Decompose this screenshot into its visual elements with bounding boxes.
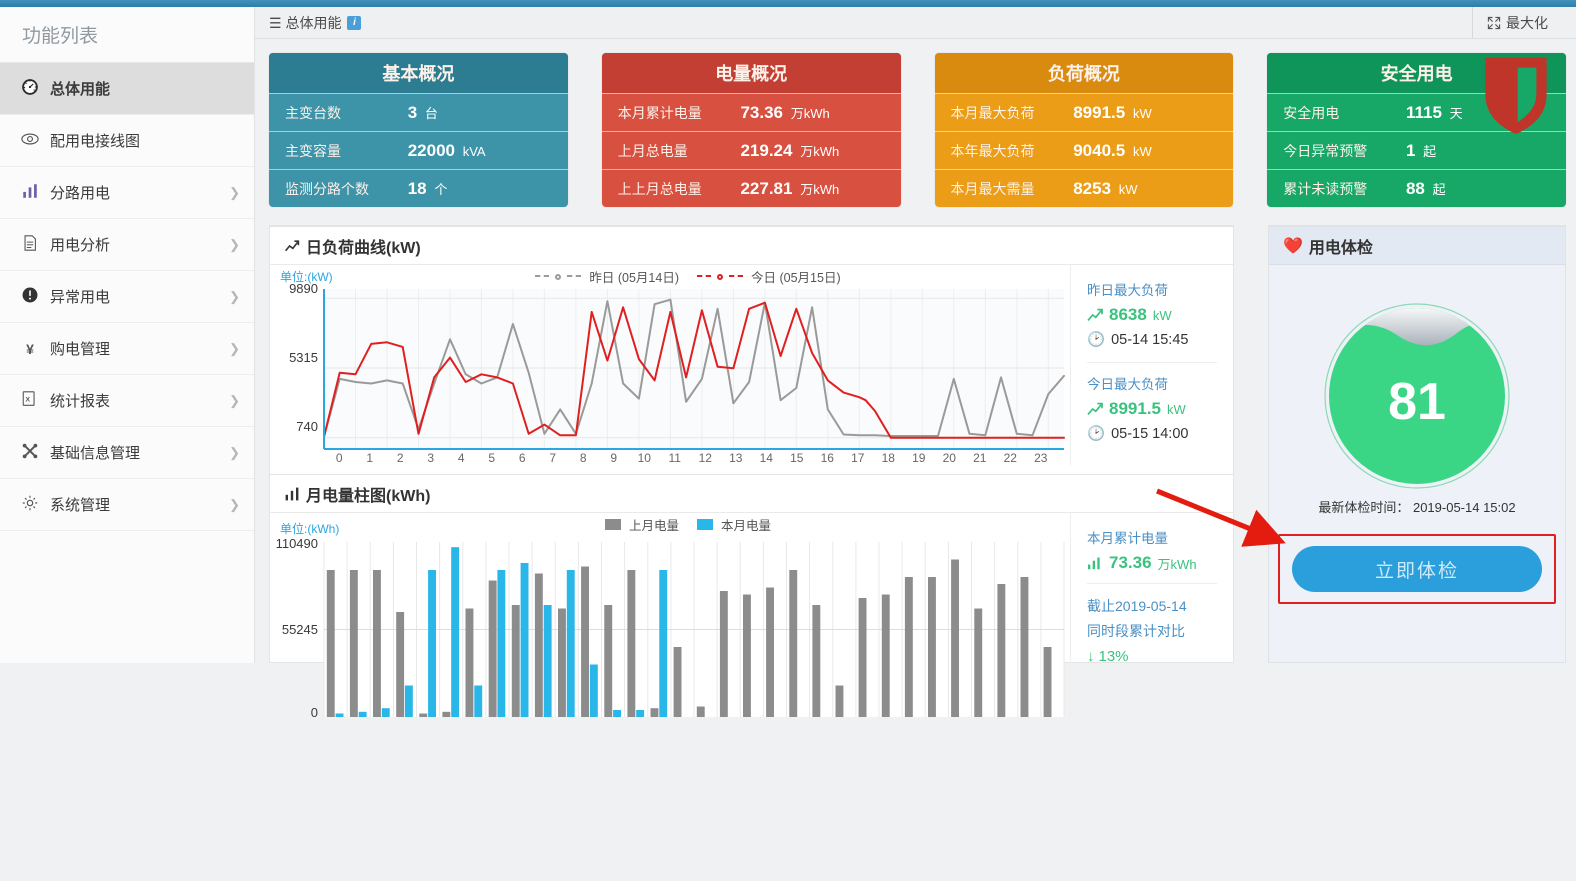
svg-text:81: 81	[1388, 373, 1446, 431]
svg-text:X: X	[26, 396, 31, 403]
